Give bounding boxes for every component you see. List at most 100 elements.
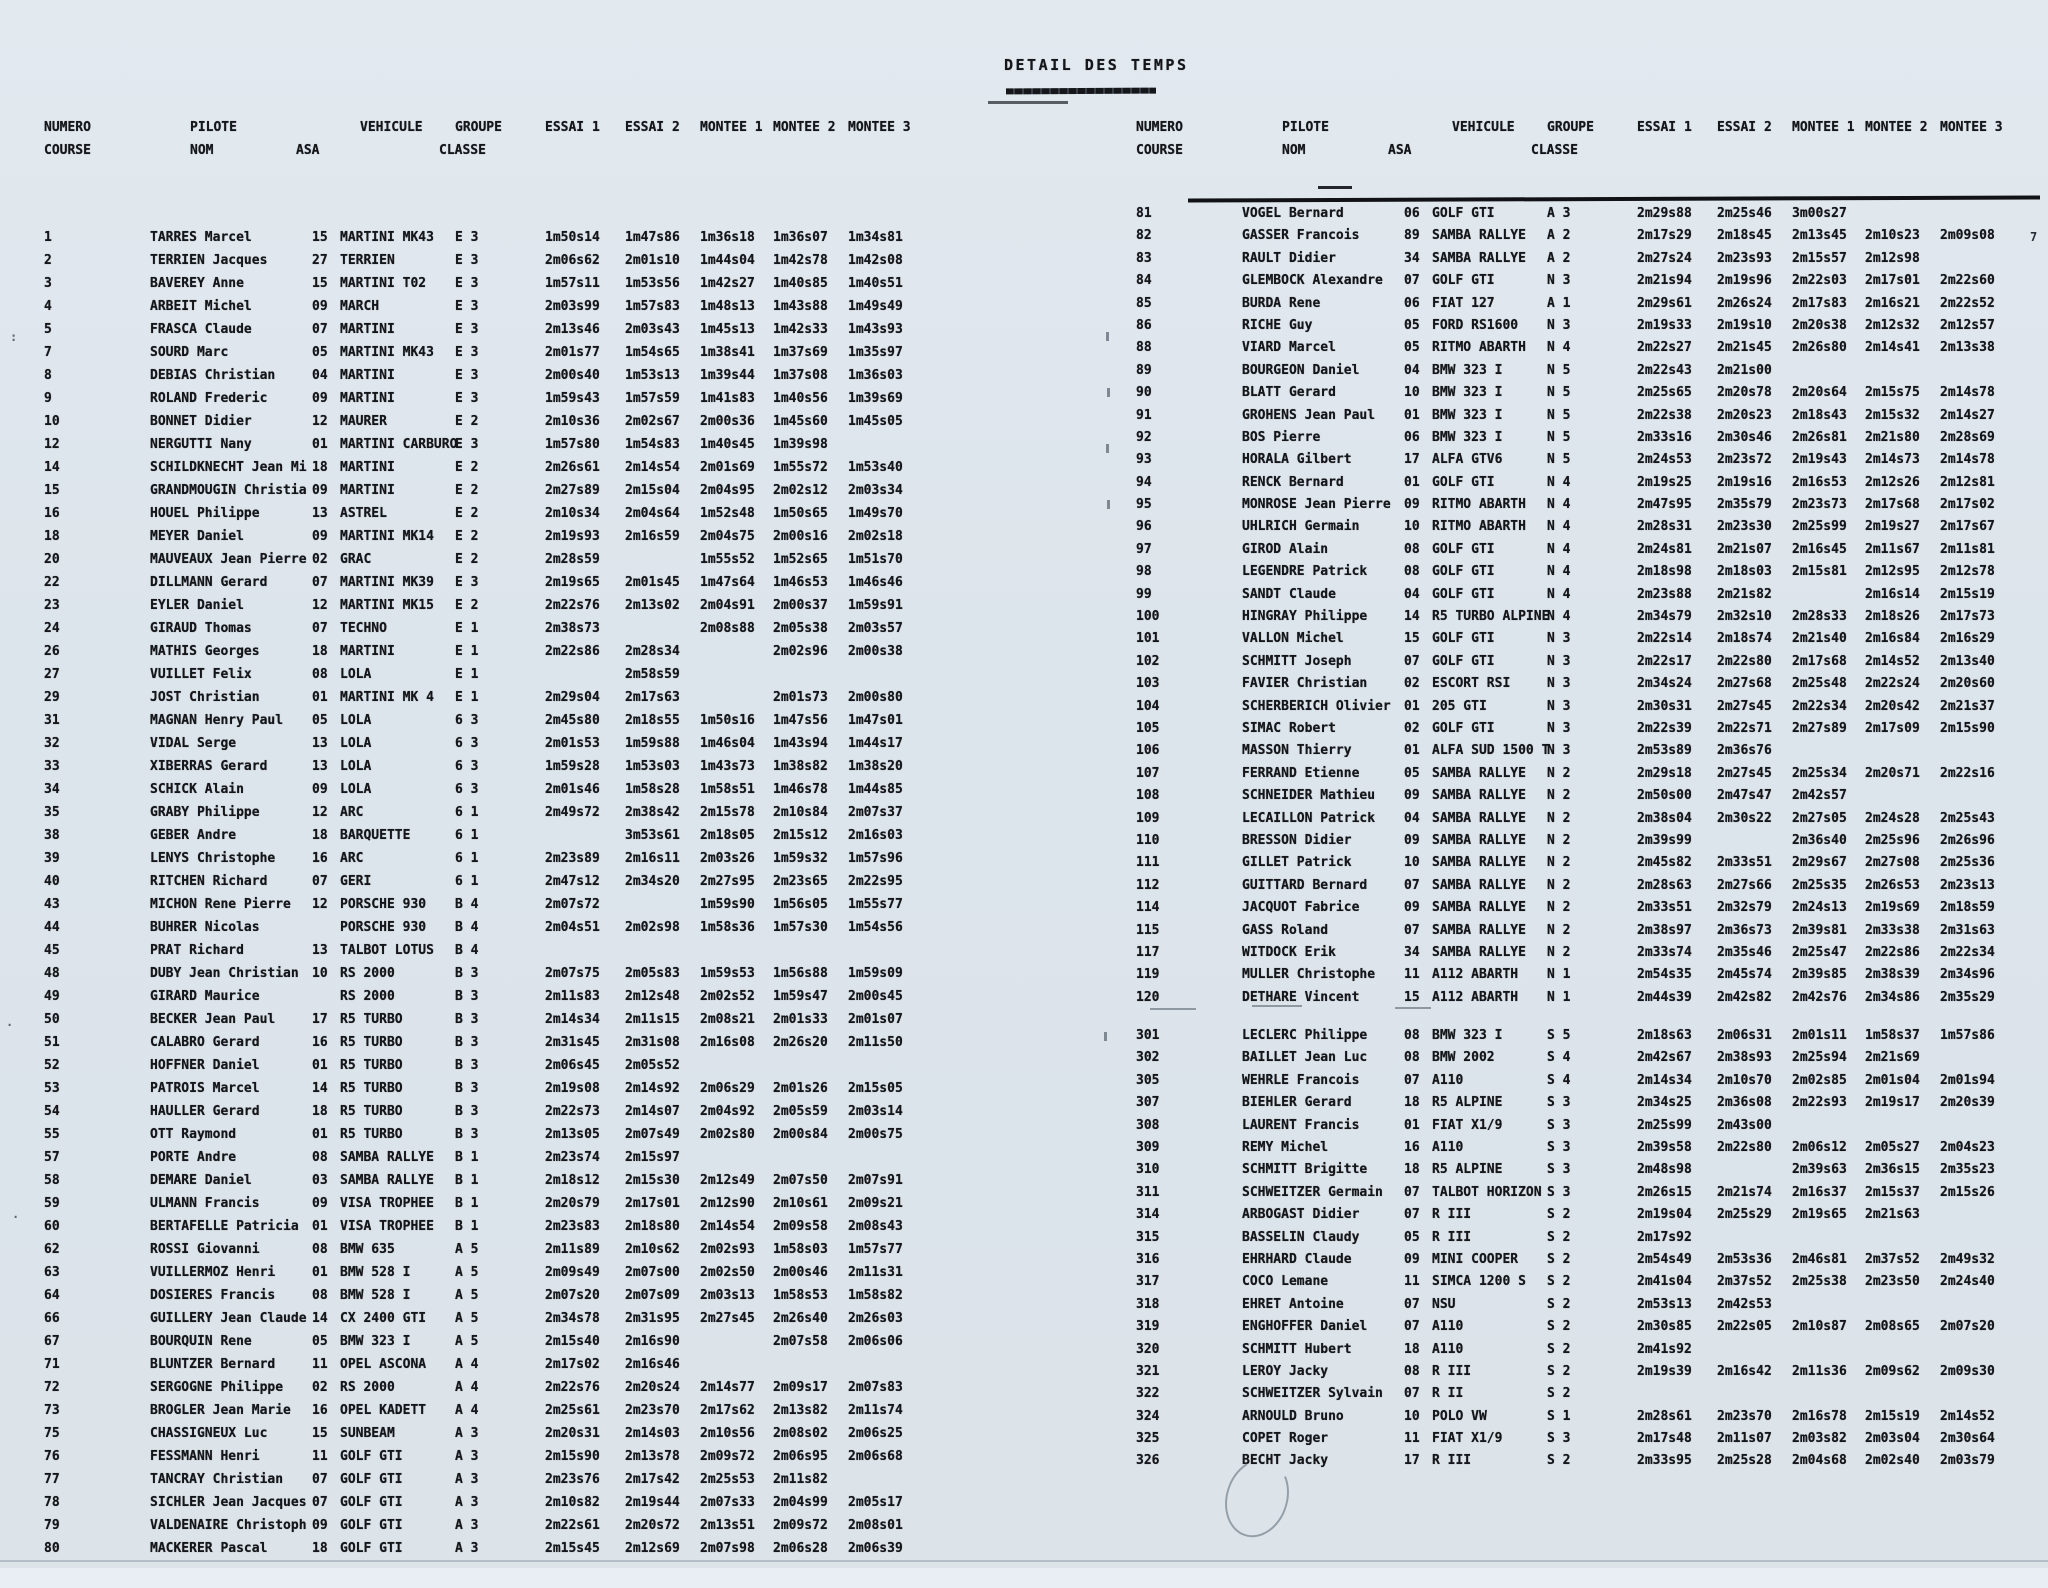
cell-essai1: 2m33s16 xyxy=(1637,429,1692,445)
cell-numero: 326 xyxy=(1136,1453,1160,1469)
table-row: 14 SCHILDKNECHT Jean Mi 18 MARTINI E 2 2m26s6… xyxy=(36,456,936,479)
cell-montee3: 2m07s83 xyxy=(848,1380,903,1395)
cell-essai2: 2m07s09 xyxy=(625,1288,680,1303)
cell-pilote: BECHT Jacky xyxy=(1242,1453,1329,1469)
cell-vehicule: PORSCHE 930 xyxy=(340,920,427,935)
cell-essai1: 2m23s76 xyxy=(545,1472,600,1487)
table-row: 320 SCHMITT Hubert 18 A110 S 2 2m41s92 xyxy=(1128,1339,2028,1361)
cell-essai2: 2m03s43 xyxy=(625,322,680,337)
cell-essai2: 2m20s24 xyxy=(625,1380,680,1395)
cell-montee1: 2m22s03 xyxy=(1792,273,1847,289)
table-row: 95 MONROSE Jean Pierre 09 RITMO ABARTH N 4 2m… xyxy=(1128,494,2028,516)
table-row: 114 JACQUOT Fabrice 09 SAMBA RALLYE N 2 2m33s… xyxy=(1128,897,2028,919)
cell-montee1: 3m00s27 xyxy=(1792,206,1847,221)
cell-numero: 96 xyxy=(1136,519,1152,535)
cell-asa: 08 xyxy=(312,1288,328,1303)
cell-numero: 91 xyxy=(1136,407,1152,423)
cell-montee1: 1m50s16 xyxy=(700,713,755,728)
cell-essai1: 2m47s95 xyxy=(1637,497,1692,513)
cell-numero: 320 xyxy=(1136,1341,1160,1357)
cell-pilote: BASSELIN Claudy xyxy=(1242,1229,1360,1245)
cell-montee2: 2m15s75 xyxy=(1865,385,1920,401)
cell-montee3: 2m03s34 xyxy=(848,483,903,498)
cell-montee1: 2m25s35 xyxy=(1792,877,1847,893)
cell-classe: N 5 xyxy=(1547,362,1571,378)
margin-speck: · xyxy=(12,1210,20,1224)
cell-vehicule: MARTINI xyxy=(340,644,395,659)
cell-pilote: VUILLERMOZ Henri xyxy=(150,1265,276,1280)
cell-montee3: 2m12s81 xyxy=(1940,474,1995,490)
cell-numero: 309 xyxy=(1136,1140,1160,1156)
cell-montee3: 2m08s01 xyxy=(848,1518,903,1533)
cell-essai1: 2m54s49 xyxy=(1637,1251,1692,1267)
cell-essai1: 2m19s39 xyxy=(1637,1363,1692,1379)
cell-montee3: 2m17s73 xyxy=(1940,609,1995,625)
cell-montee2: 2m15s12 xyxy=(773,828,828,843)
cell-vehicule: VISA TROPHEE xyxy=(340,1219,434,1234)
cell-vehicule: OPEL KADETT xyxy=(340,1403,427,1418)
cell-essai1 xyxy=(1637,1383,1717,1405)
cell-essai1: 2m10s82 xyxy=(545,1495,600,1510)
cell-numero: 97 xyxy=(1136,541,1152,557)
cell-classe: N 2 xyxy=(1547,832,1571,848)
cell-numero: 107 xyxy=(1136,765,1160,781)
cell-asa: 04 xyxy=(1404,810,1420,826)
cell-montee2: 1m40s85 xyxy=(773,276,828,291)
cell-asa: 08 xyxy=(312,667,328,682)
cell-montee3: 2m03s79 xyxy=(1940,1453,1995,1469)
cell-classe: A 4 xyxy=(455,1357,479,1372)
cell-montee1: 2m18s05 xyxy=(700,828,755,843)
cell-vehicule: MARTINI MK43 xyxy=(340,230,434,245)
cell-montee2: 1m58s53 xyxy=(773,1288,828,1303)
cell-essai2: 2m53s36 xyxy=(1717,1251,1772,1267)
cell-montee3 xyxy=(848,939,930,962)
cell-numero: 305 xyxy=(1136,1072,1160,1088)
cell-classe: B 3 xyxy=(455,1058,479,1073)
cell-montee1 xyxy=(1792,1383,1865,1405)
cell-vehicule: MARTINI xyxy=(340,460,395,475)
cell-montee3 xyxy=(1940,1047,2022,1069)
table-row: 83 RAULT Didier 34 SAMBA RALLYE A 2 2m27s24 2m… xyxy=(1128,248,2028,270)
cell-numero: 321 xyxy=(1136,1363,1160,1379)
cell-asa: 07 xyxy=(1404,1072,1420,1088)
cell-montee3: 2m31s63 xyxy=(1940,922,1995,938)
cell-montee2: 2m00s37 xyxy=(773,598,828,613)
cell-essai2: 2m15s04 xyxy=(625,483,680,498)
header-classe: CLASSE xyxy=(439,143,486,158)
cell-numero: 75 xyxy=(44,1426,60,1441)
cell-pilote: JOST Christian xyxy=(150,690,260,705)
cell-pilote: SCHERBERICH Olivier xyxy=(1242,698,1391,714)
table-row: 67 BOURQUIN Rene 05 BMW 323 I A 5 2m15s40 2m16… xyxy=(36,1330,936,1353)
cell-pilote: BROGLER Jean Marie xyxy=(150,1403,291,1418)
cell-montee2: 2m12s26 xyxy=(1865,474,1920,490)
cell-montee1 xyxy=(1792,1115,1865,1137)
table-row: 9 ROLAND Frederic 09 MARTINI E 3 1m59s43 1m57s… xyxy=(36,387,936,410)
cell-pilote: HAULLER Gerard xyxy=(150,1104,260,1119)
cell-essai2: 2m21s07 xyxy=(1717,541,1772,557)
cell-classe: N 1 xyxy=(1547,989,1571,1005)
cell-essai1: 2m53s89 xyxy=(1637,743,1692,759)
cell-classe: S 4 xyxy=(1547,1072,1571,1088)
cell-essai1: 2m23s83 xyxy=(545,1219,600,1234)
cell-pilote: SCHWEITZER Germain xyxy=(1242,1184,1383,1200)
cell-montee1: 2m16s45 xyxy=(1792,541,1847,557)
header-essai2: ESSAI 2 xyxy=(625,120,680,135)
cell-vehicule: MARTINI MK14 xyxy=(340,529,434,544)
table-row: 302 BAILLET Jean Luc 08 BMW 2002 S 4 2m42s67 2… xyxy=(1128,1047,2028,1069)
cell-numero: 10 xyxy=(44,414,60,429)
cell-essai2: 2m31s08 xyxy=(625,1035,680,1050)
cell-montee3 xyxy=(1940,1294,2022,1316)
cell-numero: 73 xyxy=(44,1403,60,1418)
cell-essai2: 2m10s70 xyxy=(1717,1072,1772,1088)
table-row: 311 SCHWEITZER Germain 07 TALBOT HORIZON S 3… xyxy=(1128,1182,2028,1204)
cell-asa: 12 xyxy=(312,414,328,429)
cell-montee2: 1m56s05 xyxy=(773,897,828,912)
cell-montee1: 2m08s88 xyxy=(700,621,755,636)
cell-vehicule: 205 GTI xyxy=(1432,698,1487,714)
cell-montee1: 2m16s37 xyxy=(1792,1184,1847,1200)
cell-montee2: 2m06s28 xyxy=(773,1541,828,1556)
cell-asa: 01 xyxy=(1404,743,1420,759)
cell-vehicule: A110 xyxy=(1432,1072,1464,1088)
cell-asa: 05 xyxy=(1404,317,1420,333)
table-row: 321 LEROY Jacky 08 R III S 2 2m19s39 2m16s42 2m… xyxy=(1128,1361,2028,1383)
